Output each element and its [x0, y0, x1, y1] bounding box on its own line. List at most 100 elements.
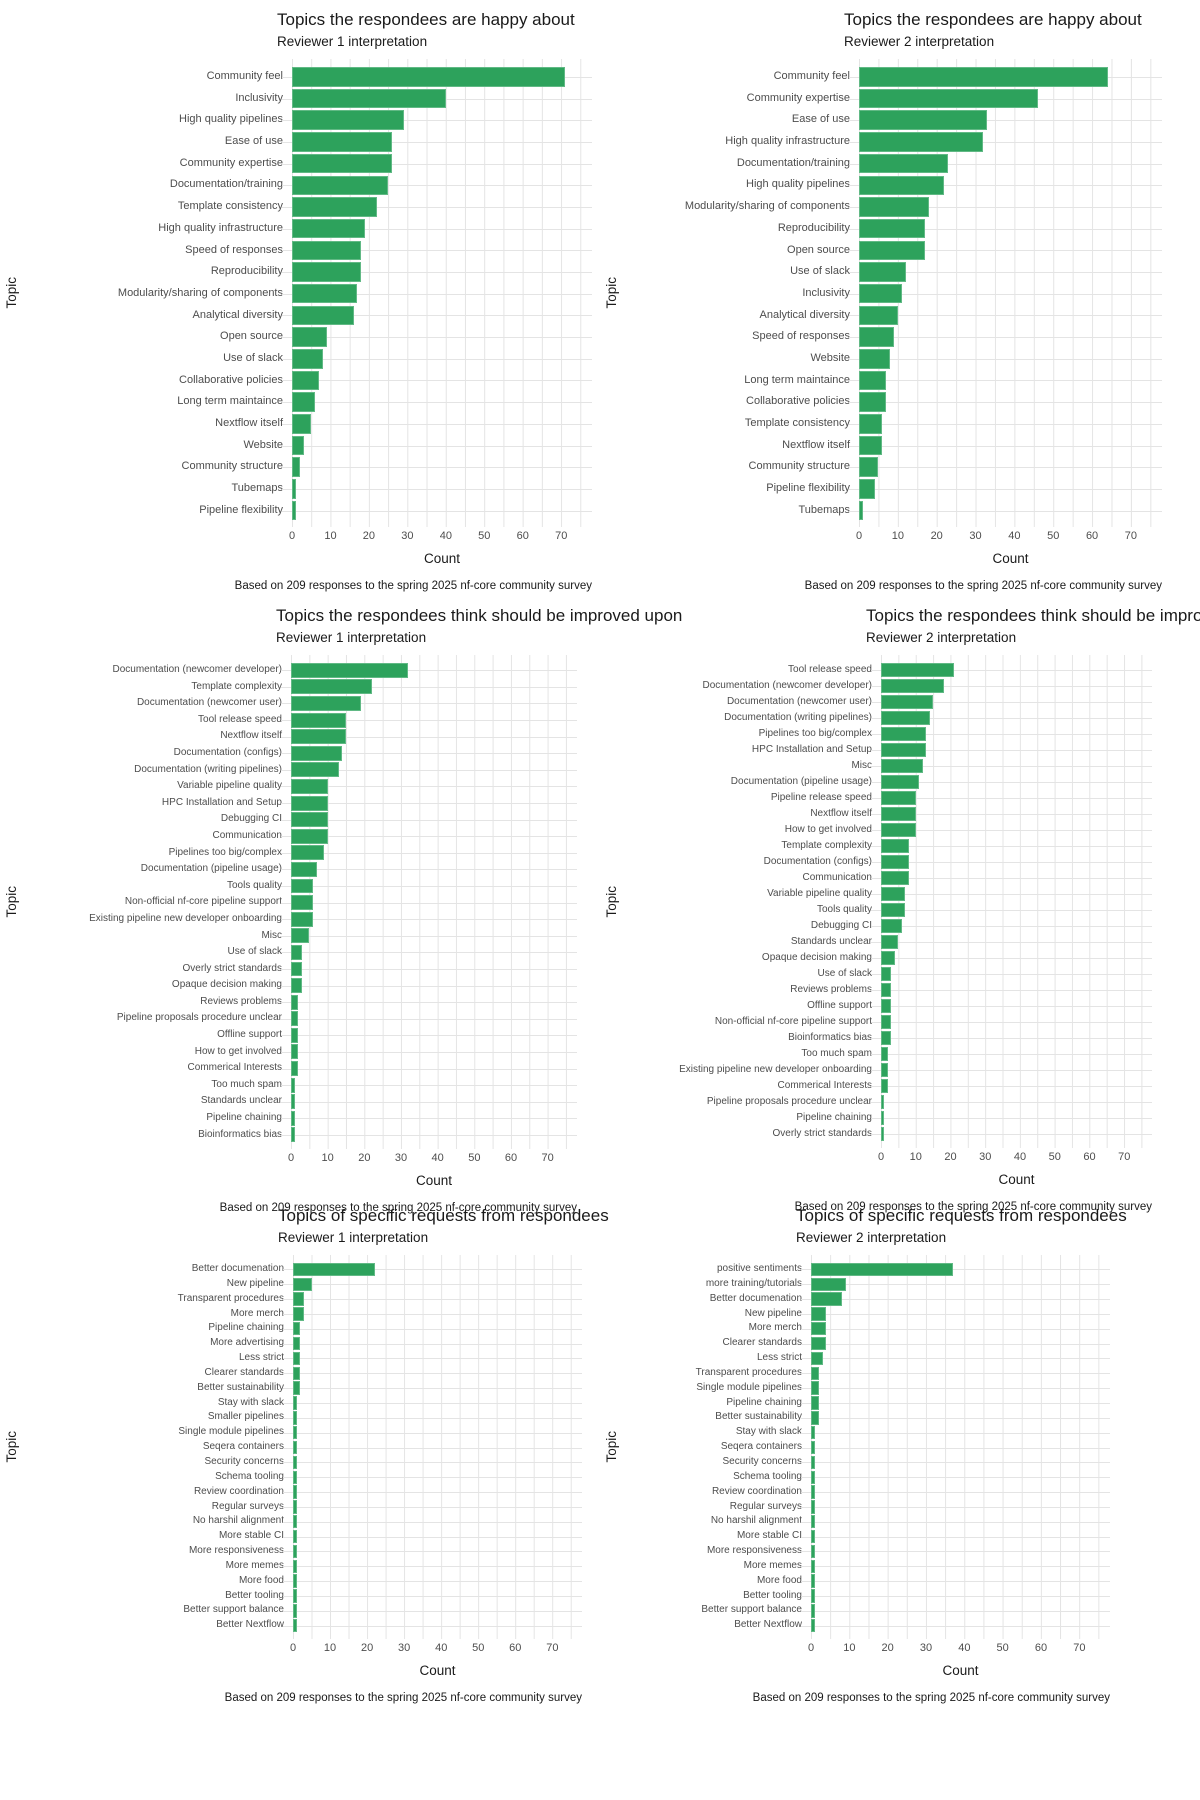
bar [291, 662, 409, 678]
category-label: Documentation (newcomer developer) [702, 680, 872, 691]
bar [811, 1307, 827, 1321]
bar-track [801, 1396, 1110, 1411]
chart-improve-reviewer2: Topics the respondees think should be im… [600, 596, 1200, 1213]
bar [291, 712, 346, 728]
bar [293, 1604, 297, 1618]
bar [292, 175, 389, 196]
bar [859, 218, 926, 239]
x-tick-label: 60 [516, 530, 529, 543]
category-label: Documentation (pipeline usage) [140, 863, 282, 875]
category-label: Opaque decision making [761, 952, 872, 963]
bar [881, 774, 920, 790]
bar-track [801, 1544, 1110, 1559]
x-axis: 0 10 20 30 40 50 60 70 [808, 1642, 1110, 1657]
category-label: Modularity/sharing of components [684, 200, 850, 213]
bar-track [871, 982, 1152, 998]
bar [881, 758, 923, 774]
bar-track [283, 1396, 582, 1411]
bar-track [871, 806, 1152, 822]
bar-track [849, 326, 1162, 348]
bar [881, 694, 934, 710]
category-label: No harshil alignment [710, 1515, 802, 1527]
x-tick-label: 50 [472, 1642, 485, 1655]
category-label: Reviews problems [790, 984, 872, 995]
x-axis-title: Count [942, 1663, 979, 1679]
bar-track [849, 131, 1162, 153]
chart-caption: Based on 209 responses to the spring 202… [794, 1201, 1152, 1213]
bar-track [281, 762, 577, 779]
bar-track [281, 828, 577, 845]
bar [859, 197, 929, 217]
category-label: Tool release speed [788, 664, 872, 675]
category-label: Misc [851, 760, 872, 771]
x-tick-label: 70 [1073, 1642, 1086, 1655]
bar [859, 88, 1038, 109]
bar [293, 1411, 297, 1425]
bar-track [801, 1440, 1110, 1455]
category-label: Pipeline chaining [206, 1112, 282, 1124]
category-label: Collaborative policies [179, 373, 283, 386]
bar [293, 1470, 297, 1484]
category-label: Commerical Interests [777, 1080, 872, 1091]
bar-track [801, 1514, 1110, 1529]
x-tick-label: 40 [1008, 530, 1021, 543]
x-tick-label: 60 [1085, 530, 1099, 543]
bar-track [283, 1589, 582, 1604]
bar [291, 895, 313, 911]
bar-track [871, 918, 1152, 934]
bar [292, 132, 392, 152]
category-label: Analytical diversity [192, 308, 283, 321]
bar [881, 902, 906, 918]
category-label: Stay with slack [217, 1396, 284, 1408]
bar [292, 414, 312, 434]
chart-title: Topics the respondees think should be im… [276, 606, 683, 625]
bar [811, 1618, 815, 1633]
bar [291, 696, 361, 711]
category-label: Debugging CI [810, 920, 872, 931]
category-labels: positive sentiments more training/tutoria… [622, 1255, 811, 1639]
bar [881, 1078, 888, 1094]
bar [859, 457, 879, 477]
category-label: Transparent procedures [177, 1292, 284, 1304]
chart-improve-reviewer1: Topics the respondees think should be im… [0, 596, 683, 1214]
x-tick-label: 0 [855, 530, 863, 543]
bar [811, 1426, 815, 1440]
chart-caption: Based on 209 responses to the spring 202… [804, 580, 1162, 593]
x-tick-label: 30 [919, 1642, 933, 1655]
chart-requests-reviewer2: Topics of specific requests from respond… [600, 1196, 1200, 1800]
category-label: Communication [802, 872, 872, 883]
bar [811, 1544, 815, 1559]
category-label: How to get involved [194, 1045, 282, 1057]
plot-panel [801, 1255, 1110, 1640]
category-label: Tools quality [226, 879, 282, 891]
bar [881, 790, 916, 806]
bar-track [281, 811, 577, 828]
bar [291, 778, 328, 794]
chart-requests-reviewer1: Topics of specific requests from respond… [0, 1196, 609, 1800]
bar [293, 1618, 297, 1633]
category-label: Regular surveys [729, 1500, 802, 1512]
bar [881, 1014, 892, 1030]
y-axis-title: Topic [3, 277, 19, 309]
bar [811, 1485, 815, 1499]
x-tick-label: 50 [1047, 530, 1060, 543]
bar [293, 1396, 297, 1410]
bar [881, 854, 909, 870]
bar-track [801, 1366, 1110, 1381]
bar [291, 1044, 299, 1060]
bar [293, 1589, 297, 1603]
category-label: Existing pipeline new developer onboardi… [89, 912, 282, 924]
x-tick-label: 60 [509, 1642, 522, 1655]
bar [292, 457, 300, 477]
bar-track [871, 838, 1152, 854]
category-label: High quality infrastructure [725, 135, 850, 148]
category-label: Debugging CI [220, 813, 282, 825]
x-tick-label: 0 [287, 1152, 295, 1165]
bar-track [849, 261, 1162, 283]
bar-track [871, 1014, 1152, 1030]
bar-track [283, 1514, 582, 1529]
chart-caption: Based on 209 responses to the spring 202… [219, 1202, 577, 1215]
x-tick-label: 40 [958, 1642, 971, 1655]
bar [881, 710, 930, 726]
bar-track [871, 854, 1152, 870]
